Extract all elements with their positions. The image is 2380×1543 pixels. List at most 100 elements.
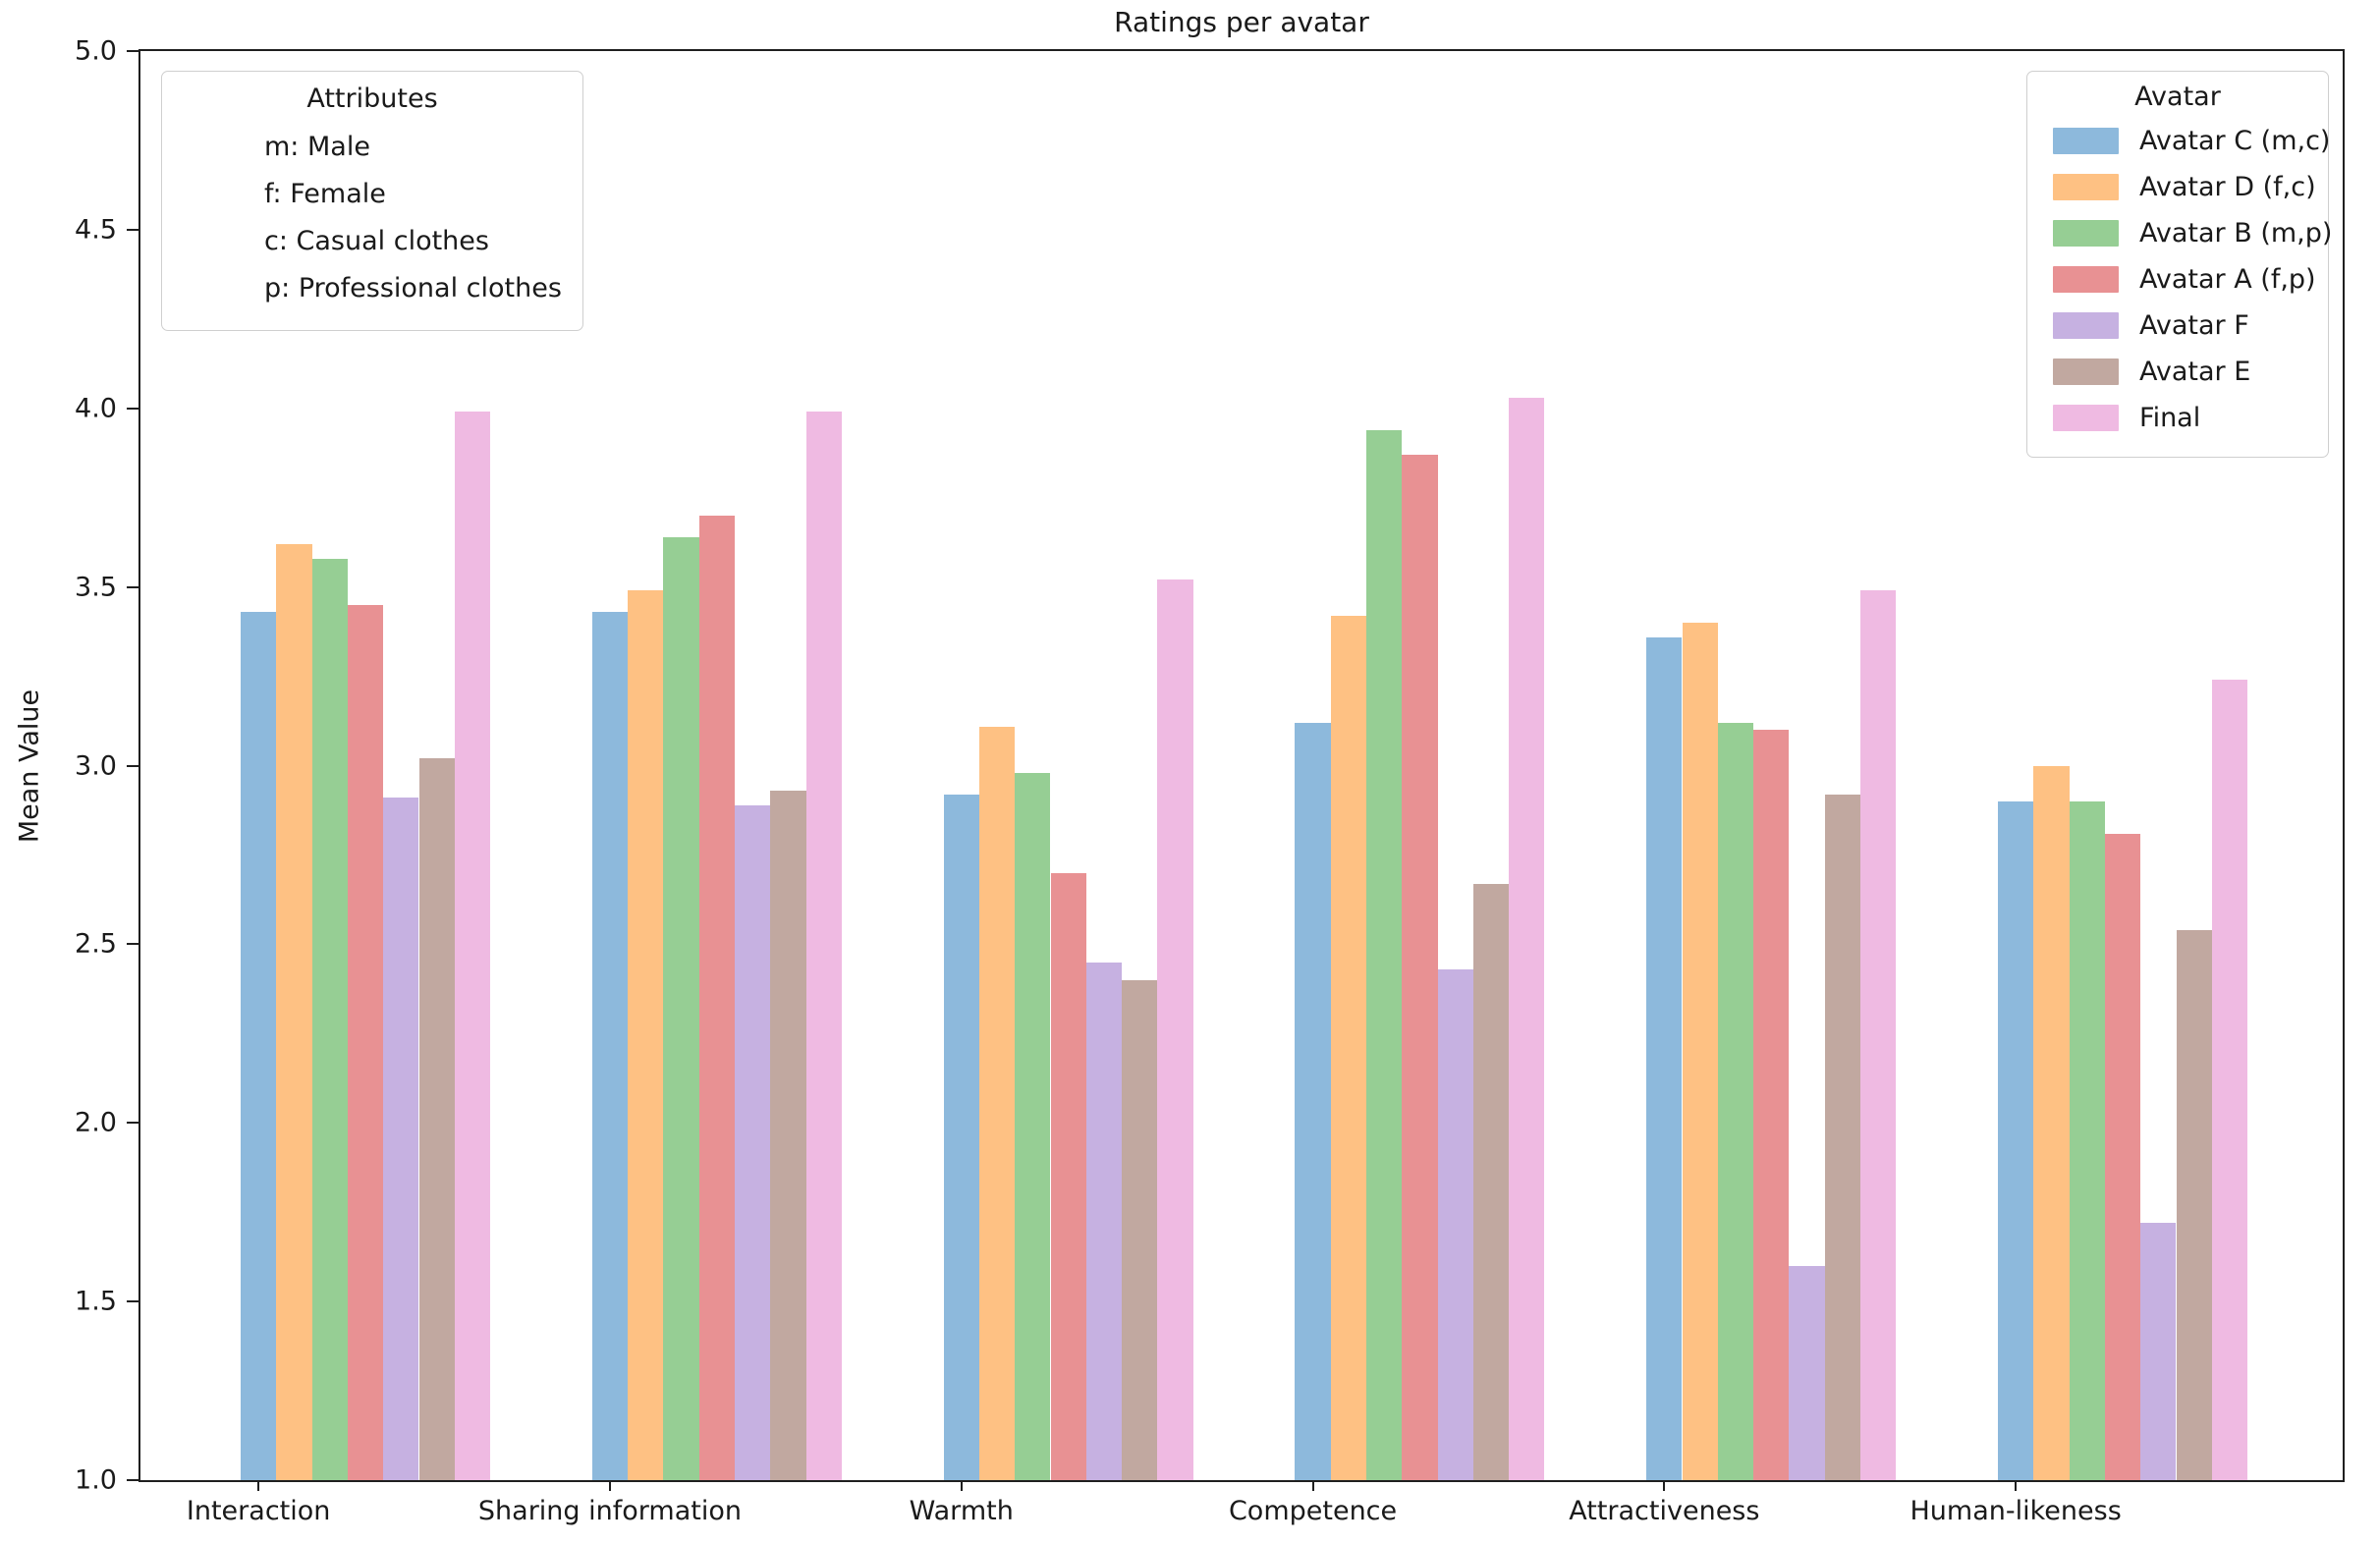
y-tick-mark: [127, 1479, 138, 1481]
attributes-line: c: Casual clothes: [264, 226, 489, 256]
y-tick-label: 1.0: [75, 1464, 117, 1496]
x-tick-label-attractiveness: Attractiveness: [1569, 1496, 1760, 1526]
legend-entry: Avatar E: [2027, 349, 2328, 395]
legend-entry-label: Avatar E: [2139, 357, 2251, 387]
y-tick-label: 4.5: [75, 214, 117, 246]
plot-area: 5.0 4.5 4.0 3.5 3.0 2.5 2.0 1.5 1.0 Interaction S…: [75, 36, 2345, 1526]
bar-avatar-e-competence: [1472, 883, 1510, 1480]
y-tick-label: 3.5: [75, 572, 117, 603]
x-tick-label-human-likeness: Human-likeness: [1910, 1496, 2122, 1526]
legend-entry: Avatar A (f,p): [2027, 256, 2328, 303]
legend-entry: Avatar C (m,c): [2027, 118, 2331, 164]
bar-avatar-b-m-p-sharing-information: [663, 536, 699, 1480]
y-tick-label: 3.0: [75, 750, 117, 781]
bar-avatar-c-m-c-warmth: [943, 794, 979, 1480]
legend-entry-label: Avatar F: [2139, 310, 2249, 341]
bar-avatar-e-interaction: [418, 758, 455, 1480]
bar-avatar-b-m-p-competence: [1366, 429, 1403, 1480]
chart-title: Ratings per avatar: [1114, 6, 1369, 38]
y-tick-label: 5.0: [75, 35, 117, 67]
y-tick-label: 2.0: [75, 1107, 117, 1138]
attributes-box: Attributes m: Male f: Female c: Casual clo…: [161, 71, 583, 331]
bar-avatar-c-m-c-competence: [1295, 722, 1331, 1480]
bar-avatar-c-m-c-interaction: [241, 612, 277, 1480]
x-tick-label-competence: Competence: [1228, 1496, 1398, 1526]
bar-avatar-d-f-c-competence: [1330, 615, 1366, 1480]
y-tick-mark: [127, 407, 138, 410]
legend-entry-label: Avatar A (f,p): [2139, 264, 2316, 295]
bar-avatar-e-human-likeness: [2176, 929, 2212, 1480]
y-tick-label: 1.5: [75, 1286, 117, 1317]
bar-avatar-c-m-c-sharing-information: [591, 612, 629, 1480]
y-axis-label: Mean Value: [14, 689, 45, 844]
y-tick-mark: [127, 585, 138, 588]
legend-entry-label: Final: [2139, 403, 2201, 433]
y-tick-mark: [127, 1300, 138, 1303]
attributes-box-title: Attributes: [306, 83, 438, 114]
legend-entry: Avatar F: [2027, 303, 2328, 349]
bar-avatar-f-interaction: [383, 798, 419, 1480]
y-tick-mark: [127, 228, 138, 231]
bar-avatar-f-competence: [1437, 968, 1473, 1480]
bar-avatar-a-f-p-sharing-information: [698, 515, 735, 1480]
legend-swatch: [2053, 358, 2119, 385]
x-tick-label-warmth: Warmth: [909, 1496, 1014, 1526]
bar-avatar-e-warmth: [1122, 979, 1158, 1480]
y-tick-label: 4.0: [75, 393, 117, 424]
x-tick-label-sharing-information: Sharing information: [477, 1496, 742, 1526]
legend-swatch: [2053, 220, 2119, 247]
bar-avatar-d-f-c-interaction: [276, 543, 312, 1480]
bar-final-attractiveness: [1860, 590, 1897, 1480]
legend-entry: Final: [2027, 395, 2328, 441]
bar-avatar-d-f-c-attractiveness: [1682, 623, 1718, 1480]
bar-avatar-c-m-c-human-likeness: [1998, 800, 2034, 1480]
bar-avatar-f-human-likeness: [2140, 1223, 2177, 1480]
attributes-line: p: Professional clothes: [264, 273, 562, 303]
attributes-box-lines: m: Male f: Female c: Casual clothes p: Prof…: [162, 124, 582, 312]
x-tick-mark: [257, 1480, 260, 1491]
bar-avatar-d-f-c-warmth: [978, 726, 1016, 1480]
bar-avatar-f-sharing-information: [735, 804, 771, 1480]
bar-final-competence: [1509, 397, 1545, 1480]
bar-final-interaction: [454, 412, 491, 1480]
x-tick-mark: [2015, 1480, 2018, 1491]
legend-swatch: [2053, 128, 2119, 154]
bar-avatar-a-f-p-interaction: [347, 604, 384, 1480]
legend-entry-label: Avatar D (f,c): [2139, 172, 2316, 202]
x-tick-mark: [1663, 1480, 1666, 1491]
bar-avatar-d-f-c-human-likeness: [2033, 765, 2070, 1480]
x-tick-mark: [1311, 1480, 1314, 1491]
y-tick-label: 2.5: [75, 928, 117, 960]
bar-avatar-e-attractiveness: [1824, 794, 1860, 1480]
x-tick-label-interaction: Interaction: [186, 1496, 331, 1526]
attributes-line: m: Male: [264, 132, 370, 162]
bar-avatar-b-m-p-warmth: [1015, 772, 1051, 1480]
legend-entry: Avatar B (m,p): [2027, 210, 2332, 256]
bar-final-human-likeness: [2211, 680, 2248, 1480]
bar-avatar-a-f-p-warmth: [1050, 872, 1086, 1480]
y-tick-mark: [127, 943, 138, 946]
bar-avatar-b-m-p-attractiveness: [1717, 722, 1754, 1480]
bar-avatar-a-f-p-competence: [1402, 455, 1438, 1480]
legend-swatch: [2053, 405, 2119, 431]
bar-avatar-b-m-p-interaction: [311, 558, 348, 1480]
legend-entry-label: Avatar C (m,c): [2139, 126, 2331, 156]
legend-swatch: [2053, 312, 2119, 339]
bar-final-sharing-information: [805, 412, 842, 1480]
bar-avatar-a-f-p-attractiveness: [1753, 730, 1790, 1480]
legend-entry: Avatar D (f,c): [2027, 164, 2328, 210]
x-tick-mark: [608, 1480, 611, 1491]
legend-swatch: [2053, 174, 2119, 200]
x-tick-mark: [960, 1480, 963, 1491]
attributes-line: f: Female: [264, 179, 386, 209]
bar-avatar-a-f-p-human-likeness: [2104, 833, 2141, 1480]
y-tick-mark: [127, 764, 138, 767]
y-tick-mark: [127, 50, 138, 52]
bar-avatar-d-f-c-sharing-information: [628, 590, 664, 1480]
legend-entry-label: Avatar B (m,p): [2139, 218, 2333, 248]
bar-avatar-c-m-c-attractiveness: [1646, 636, 1683, 1480]
bar-avatar-f-attractiveness: [1789, 1265, 1825, 1480]
legend: Avatar Avatar C (m,c) Avatar D (f,c) Avata…: [2026, 71, 2332, 458]
legend-swatch: [2053, 266, 2119, 293]
